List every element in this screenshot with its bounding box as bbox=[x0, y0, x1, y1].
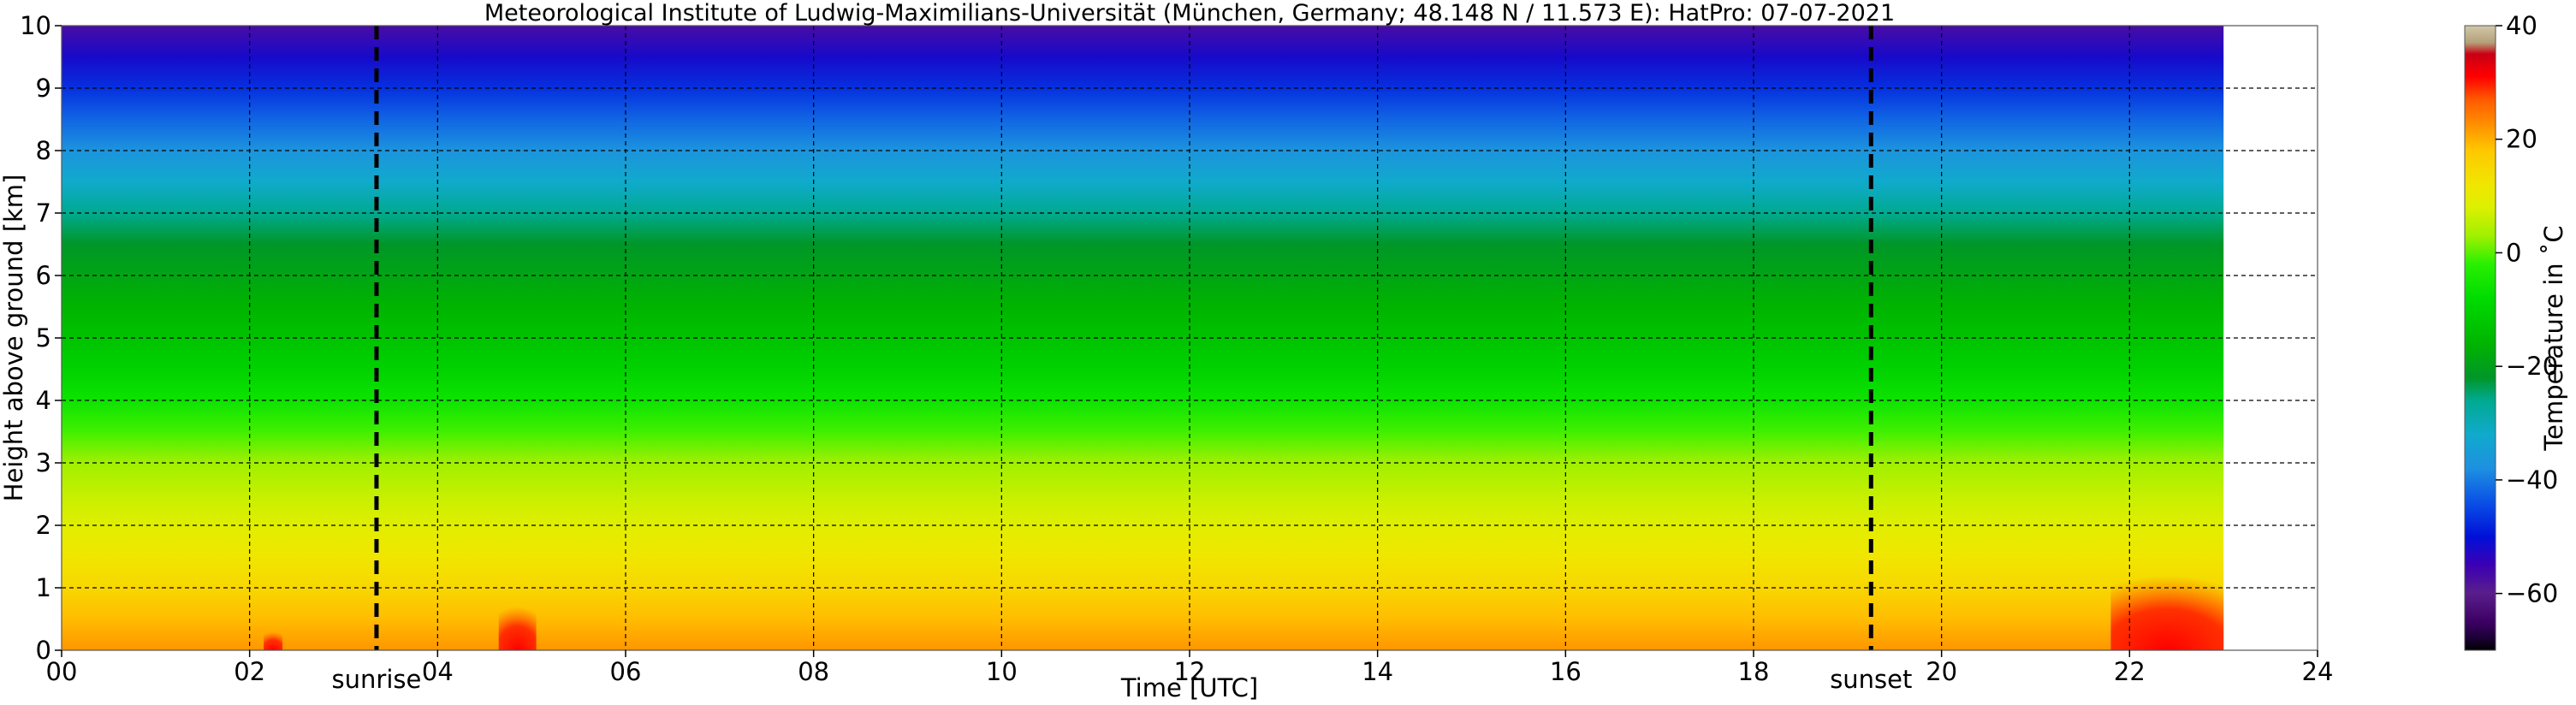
x-tick-label: 04 bbox=[422, 657, 454, 686]
x-tick-label: 18 bbox=[1738, 657, 1770, 686]
colorbar-tick-label: 0 bbox=[2506, 238, 2521, 267]
y-tick-label: 8 bbox=[36, 136, 51, 165]
y-tick-label: 6 bbox=[36, 261, 51, 290]
x-tick-label: 12 bbox=[1174, 657, 1206, 686]
colorbar-tick-label: 20 bbox=[2506, 125, 2537, 154]
y-tick-label: 2 bbox=[36, 511, 51, 540]
x-axis-ticks: 00 02 04 06 08 10 12 14 16 18 20 22 24 bbox=[46, 650, 2334, 686]
x-tick-label: 16 bbox=[1550, 657, 1582, 686]
sun-markers: sunrise sunset bbox=[332, 26, 1912, 694]
y-tick-label: 10 bbox=[20, 11, 51, 40]
y-tick-label: 1 bbox=[36, 573, 51, 602]
x-tick-label: 08 bbox=[798, 657, 829, 686]
y-axis-label: Height above ground [km] bbox=[0, 175, 28, 502]
y-tick-label: 7 bbox=[36, 198, 51, 228]
colorbar-tick-label: 40 bbox=[2506, 11, 2537, 40]
colorbar-frame bbox=[2464, 25, 2496, 651]
warm-spot-1 bbox=[264, 631, 283, 650]
sunrise-label: sunrise bbox=[332, 665, 422, 694]
y-tick-label: 9 bbox=[36, 74, 51, 103]
sunset-label: sunset bbox=[1830, 665, 1912, 694]
warm-spot-3 bbox=[2110, 575, 2224, 650]
y-tick-label: 4 bbox=[36, 386, 51, 415]
x-tick-label: 24 bbox=[2302, 657, 2334, 686]
x-tick-label: 10 bbox=[986, 657, 1018, 686]
colorbar-ticks: 40 20 0 −20 −40 −60 bbox=[2496, 11, 2558, 608]
warm-spot-2 bbox=[498, 606, 537, 650]
colorbar-tick-label: −20 bbox=[2506, 352, 2558, 381]
colorbar bbox=[2465, 26, 2496, 650]
grid-lines bbox=[62, 26, 2318, 650]
y-axis-ticks: 0 1 2 3 4 5 6 7 8 9 10 bbox=[20, 11, 62, 665]
colorbar-tick-label: −40 bbox=[2506, 465, 2558, 495]
y-tick-label: 5 bbox=[36, 323, 51, 352]
x-tick-label: 06 bbox=[610, 657, 642, 686]
x-axis-label: Time [UTC] bbox=[1120, 673, 1258, 702]
x-tick-label: 22 bbox=[2114, 657, 2146, 686]
colorbar-tick-label: −60 bbox=[2506, 579, 2558, 608]
y-tick-label: 0 bbox=[36, 636, 51, 665]
chart-title: Meteorological Institute of Ludwig-Maxim… bbox=[484, 0, 1895, 27]
x-tick-label: 02 bbox=[234, 657, 265, 686]
colorbar-label: Temperature in ˚C bbox=[2539, 225, 2568, 451]
x-tick-label: 14 bbox=[1362, 657, 1393, 686]
y-tick-label: 3 bbox=[36, 448, 51, 477]
x-tick-label: 20 bbox=[1926, 657, 1957, 686]
x-tick-label: 00 bbox=[46, 657, 78, 686]
